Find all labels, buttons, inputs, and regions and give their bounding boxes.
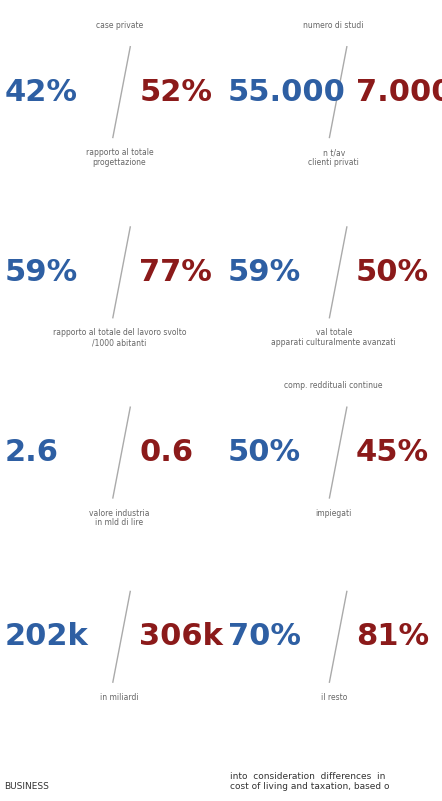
Text: valore industria: valore industria <box>89 509 149 517</box>
Text: in miliardi: in miliardi <box>100 693 139 702</box>
Text: rapporto al totale: rapporto al totale <box>86 148 153 157</box>
Text: 202k: 202k <box>4 622 88 651</box>
Text: il resto: il resto <box>320 693 347 702</box>
Text: 50%: 50% <box>228 438 301 467</box>
Text: val totale: val totale <box>316 328 352 337</box>
Text: 77%: 77% <box>139 258 212 287</box>
Text: numero di studi: numero di studi <box>304 21 364 30</box>
Text: 7.000: 7.000 <box>356 78 442 107</box>
Text: 59%: 59% <box>4 258 78 287</box>
Text: n t/av: n t/av <box>323 148 345 157</box>
Text: 81%: 81% <box>356 622 429 651</box>
Text: progettazione: progettazione <box>92 158 146 167</box>
Text: 2.6: 2.6 <box>4 438 58 467</box>
Text: clienti privati: clienti privati <box>308 158 359 167</box>
Text: rapporto al totale del lavoro svolto: rapporto al totale del lavoro svolto <box>53 328 186 337</box>
Text: 50%: 50% <box>356 258 429 287</box>
Text: in mld di lire: in mld di lire <box>95 518 143 527</box>
Text: 70%: 70% <box>228 622 301 651</box>
Text: impiegati: impiegati <box>316 509 352 517</box>
Text: 55.000: 55.000 <box>228 78 346 107</box>
Text: BUSINESS: BUSINESS <box>4 783 50 791</box>
Text: 59%: 59% <box>228 258 301 287</box>
Text: into  consideration  differences  in
cost of living and taxation, based o: into consideration differences in cost o… <box>230 772 389 791</box>
Text: case private: case private <box>96 21 143 30</box>
Text: 306k: 306k <box>139 622 223 651</box>
Text: /1000 abitanti: /1000 abitanti <box>92 338 147 347</box>
Text: 0.6: 0.6 <box>139 438 193 467</box>
Text: 45%: 45% <box>356 438 429 467</box>
Text: 52%: 52% <box>139 78 212 107</box>
Text: comp. reddituali continue: comp. reddituali continue <box>285 381 383 390</box>
Text: 42%: 42% <box>4 78 77 107</box>
Text: apparati culturalmente avanzati: apparati culturalmente avanzati <box>271 338 396 347</box>
